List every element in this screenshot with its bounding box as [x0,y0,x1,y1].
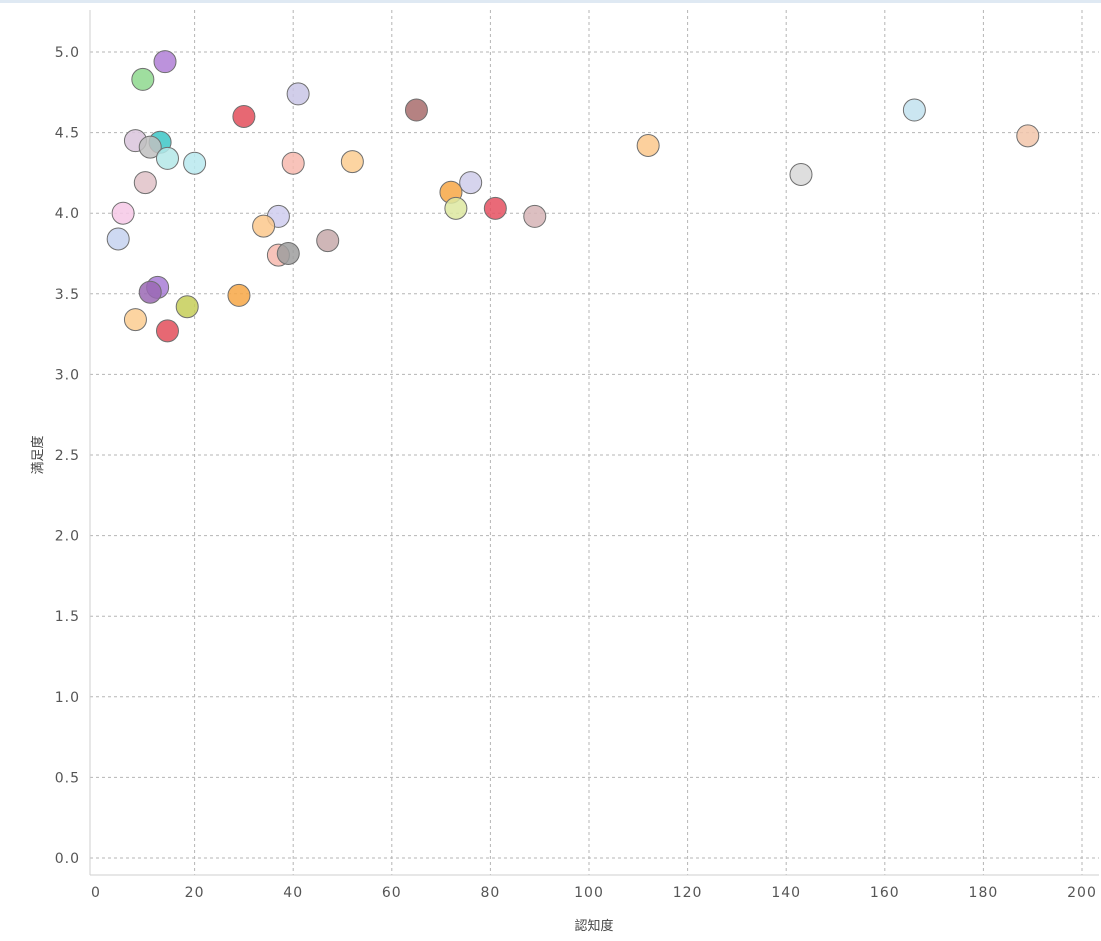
data-point [483,196,507,220]
x-tick-label: 120 [673,885,703,901]
data-point [227,283,251,307]
data-point [138,280,162,304]
data-point [131,67,155,91]
data-point [459,171,483,195]
data-point [286,82,310,106]
data-point [281,151,305,175]
y-tick-label: 0.0 [55,851,80,867]
data-points [106,50,1040,343]
x-tick-label: 80 [480,885,500,901]
data-point [123,308,147,332]
data-point [106,227,130,251]
y-tick-label: 4.0 [55,206,80,222]
data-point [138,135,162,159]
y-tick-label: 1.0 [55,690,80,706]
y-tick-label: 5.0 [55,45,80,61]
y-axis-title: 満足度 [30,435,46,474]
x-tick-label: 200 [1067,885,1097,901]
data-point [902,98,926,122]
y-tick-label: 3.0 [55,367,80,383]
x-tick-label: 60 [382,885,402,901]
top-border [0,0,1101,3]
y-tick-label: 2.0 [55,529,80,545]
data-point [636,133,660,157]
y-tick-label: 4.5 [55,126,80,142]
tick-labels: 0 20 40 60 80 100 120 140 160 180 200 0.0 0.5 1.0 1.5 2… [55,45,1097,901]
x-tick-label: 100 [574,885,604,901]
grid [90,10,1099,875]
x-tick-label: 40 [283,885,303,901]
data-point [133,171,157,195]
data-point [183,151,207,175]
data-point [232,104,256,128]
y-tick-label: 2.5 [55,448,80,464]
x-tick-label: 140 [771,885,801,901]
data-point [155,146,179,170]
data-point [252,214,276,238]
data-point [155,319,179,343]
axes [89,10,1099,876]
data-point [316,229,340,253]
x-axis-title: 認知度 [574,918,613,934]
x-tick-label: 20 [185,885,205,901]
x-tick-label: 180 [969,885,999,901]
x-tick-label: 160 [870,885,900,901]
data-point [789,163,813,187]
y-tick-label: 0.5 [55,770,80,786]
data-point [404,98,428,122]
x-tick-label: 0 [91,885,101,901]
y-tick-label: 1.5 [55,609,80,625]
data-point [175,295,199,319]
data-point [1016,124,1040,148]
data-point [276,242,300,265]
data-point [111,201,135,225]
data-point [340,150,364,174]
data-point [444,196,468,220]
data-point [523,204,547,228]
data-point [153,50,177,74]
y-tick-label: 3.5 [55,287,80,303]
